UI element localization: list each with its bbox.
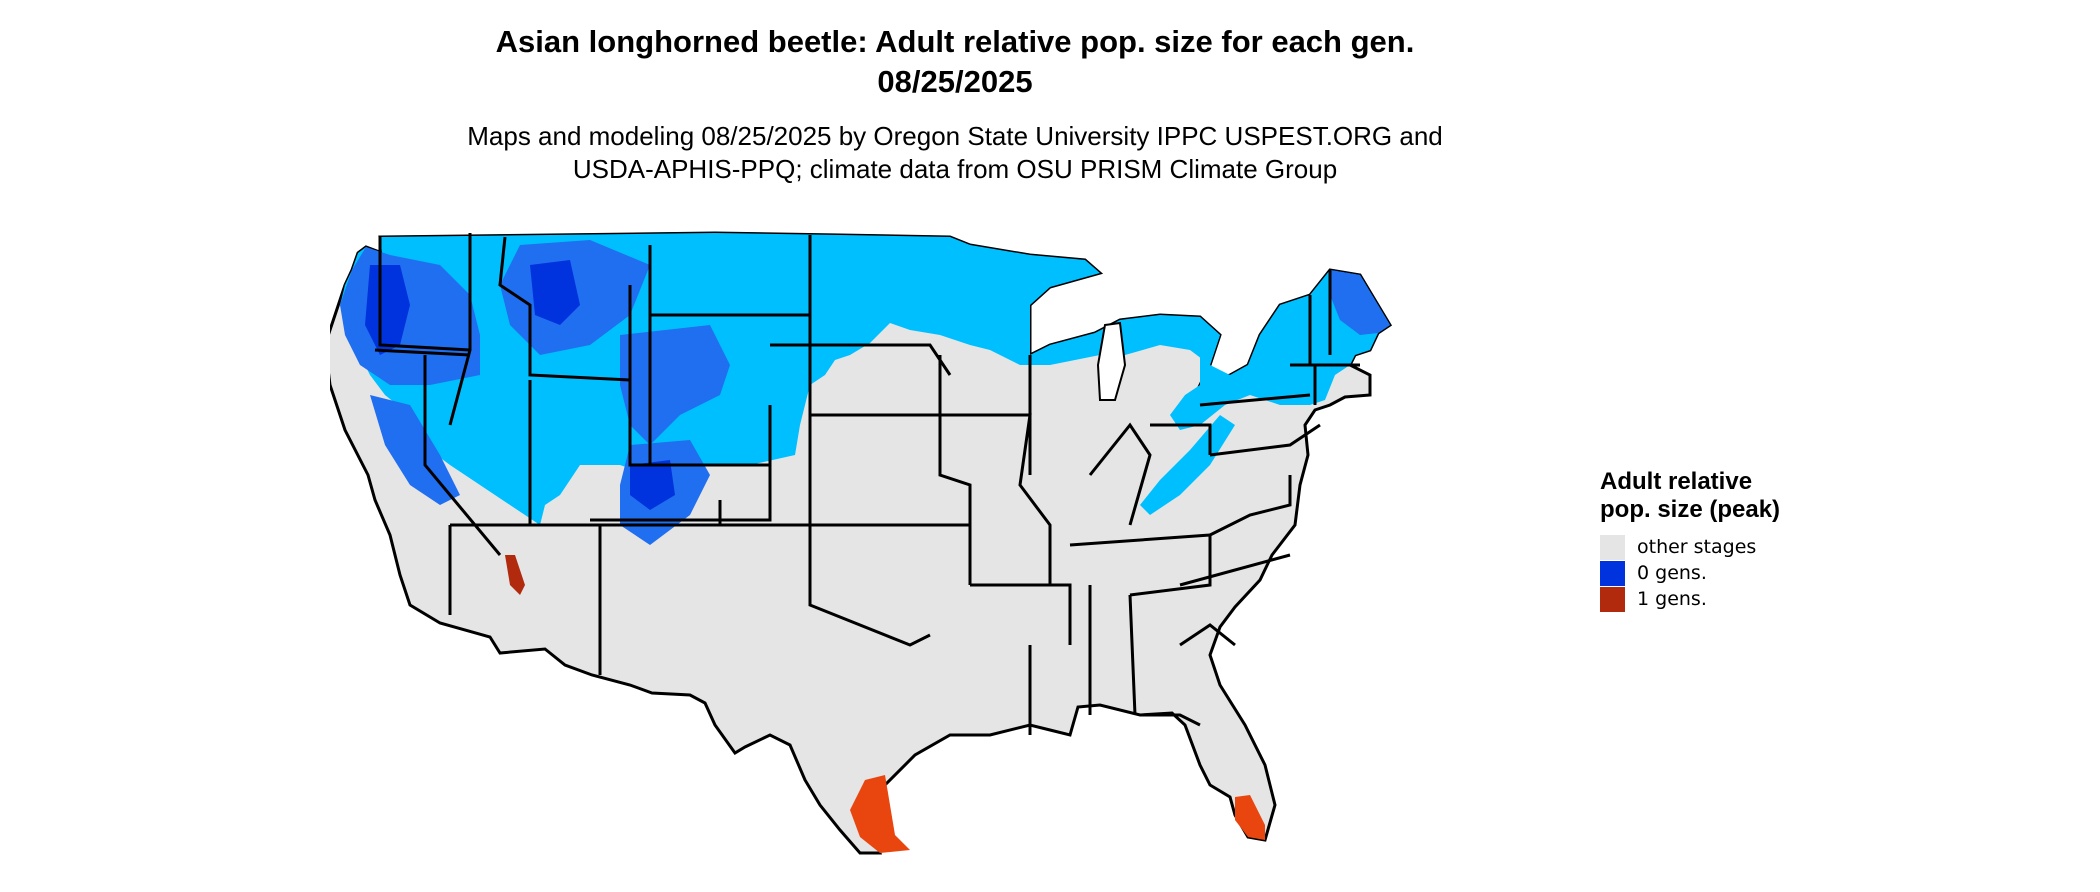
map-subtitle-line1: Maps and modeling 08/25/2025 by Oregon S… [467,121,1443,151]
legend-title: Adult relative pop. size (peak) [1600,468,1781,523]
legend-item: 1 gens. [1600,586,1800,612]
state-borders [374,233,1360,735]
map-subtitle-line2: USDA-APHIS-PPQ; climate data from OSU PR… [572,154,1338,184]
legend-item: other stages [1600,534,1800,560]
map-title-line1: Asian longhorned beetle: Adult relative … [495,24,1415,59]
legend-label: other stages [1637,536,1757,558]
zero-gens-region-wyoming [620,325,730,445]
title-block: Asian longhorned beetle: Adult relative … [0,22,1910,186]
legend-label: 0 gens. [1637,562,1707,584]
map-title-line2: 08/25/2025 [877,64,1033,99]
one-gen-region-south-florida [1235,795,1265,840]
map-title: Asian longhorned beetle: Adult relative … [0,22,1910,102]
one-gen-region-se-california [505,555,525,595]
us-map [330,225,1570,890]
zero-gens-region-uinta [630,460,675,510]
legend-label: 1 gens. [1637,588,1707,610]
map-subtitle: Maps and modeling 08/25/2025 by Oregon S… [0,120,1910,186]
legend-swatch [1600,560,1625,586]
legend-swatch [1600,534,1625,560]
legend-swatch [1600,586,1625,612]
zero-gens-region-cascades [365,265,410,355]
zero-gens-region-sierra [370,395,460,505]
map-legend: Adult relative pop. size (peak) other st… [1600,468,1800,612]
lake-michigan [1096,321,1127,401]
zero-gens-region-northeast [1170,270,1390,430]
zero-gens-region-maine [1330,270,1390,335]
legend-items: other stages 0 gens. 1 gens. [1600,534,1800,612]
one-gen-region-south-texas [850,775,910,853]
legend-item: 0 gens. [1600,560,1800,586]
zero-gens-region-bitterroot [530,260,580,325]
us-map-svg [330,231,1393,855]
